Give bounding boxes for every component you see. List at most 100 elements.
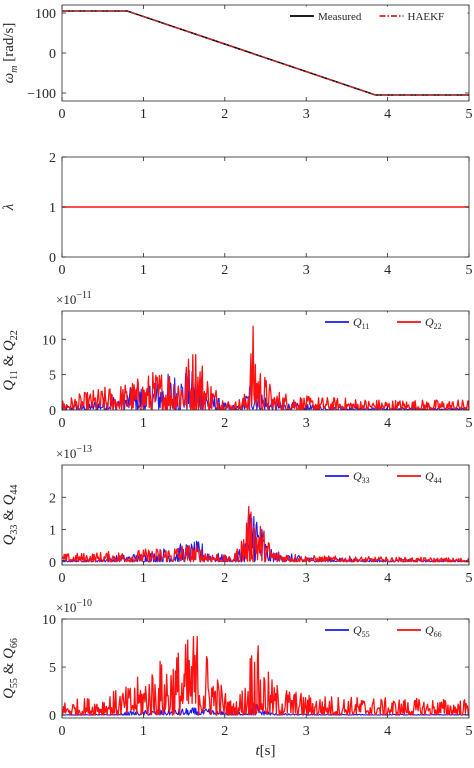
label-part: & <box>1 505 17 524</box>
x-tick-label: 3 <box>303 571 310 586</box>
y-axis-label: Q11 & Q22 <box>1 330 20 391</box>
data-layer <box>62 635 469 716</box>
label-part: 33 <box>362 476 370 485</box>
label-part: Q <box>353 469 362 483</box>
exponent-label: ×10−10 <box>56 598 92 615</box>
label-part: Q <box>425 623 434 637</box>
axes-box <box>61 310 470 411</box>
x-tick-label: 0 <box>59 416 66 431</box>
label-part: 11 <box>9 370 20 380</box>
x-tick-label: 0 <box>59 724 66 739</box>
exponent-label: ×10−13 <box>56 444 92 461</box>
label-part: Q <box>425 315 434 329</box>
y-tick-label: 5 <box>49 369 56 384</box>
legend: Q33 Q44 <box>322 466 468 486</box>
y-tick-label: 2 <box>49 151 56 166</box>
y-tick-label: 0 <box>49 251 56 266</box>
legend-label-q22: Q22 <box>425 315 442 331</box>
label-part: 44 <box>9 485 20 495</box>
label-part: & <box>1 351 17 370</box>
label-part: 22 <box>434 322 442 331</box>
label-part: ×10 <box>56 600 76 615</box>
y-tick-label: 0 <box>49 709 56 724</box>
legend-box <box>322 466 468 486</box>
label-part: Q <box>425 469 434 483</box>
exponent-label: ×10−11 <box>56 290 92 307</box>
x-tick-label: 5 <box>466 724 473 739</box>
label-part: Q <box>1 340 17 351</box>
x-tick-label: 4 <box>384 263 391 278</box>
label-part: λ <box>1 203 17 211</box>
legend: Q11 Q22 <box>322 312 468 332</box>
axes-box <box>61 464 470 566</box>
x-tick-label: 1 <box>140 416 147 431</box>
legend-label-q33: Q33 <box>353 469 370 485</box>
label-part: Q <box>1 494 17 505</box>
legend-label-q66: Q66 <box>425 623 442 639</box>
data-layer <box>62 10 469 96</box>
legend: Q55 Q66 <box>322 620 468 640</box>
x-tick-label: 2 <box>221 571 228 586</box>
panel-2: 0 1 2 3 4 5 0 1 2 λ <box>1 151 473 278</box>
legend: Measured HAEKF <box>287 6 468 26</box>
y-tick-label: 0 <box>49 47 56 62</box>
label-part: Q <box>1 688 17 699</box>
x-tick-label: 1 <box>140 107 147 122</box>
legend-label-q55: Q55 <box>353 623 370 639</box>
label-part: [rad/s] <box>1 23 17 66</box>
x-tick-label: 4 <box>384 107 391 122</box>
y-tick-label: −100 <box>27 87 56 102</box>
x-tick-label: 1 <box>140 724 147 739</box>
y-axis-label: Q33 & Q44 <box>1 485 20 546</box>
x-tick-label: 2 <box>221 107 228 122</box>
label-part: Q <box>1 534 17 545</box>
y-tick-label: 10 <box>42 613 56 628</box>
label-part: HAEKF <box>408 11 445 23</box>
x-tick-label: 3 <box>303 724 310 739</box>
y-tick-label: 1 <box>49 524 56 539</box>
y-tick-label: 5 <box>49 661 56 676</box>
label-part: ×10 <box>56 292 76 307</box>
label-part: 33 <box>9 525 20 535</box>
data-layer <box>62 505 469 563</box>
data-layer <box>62 325 469 410</box>
label-part: 55 <box>362 630 370 639</box>
x-axis-label: t[s] <box>256 743 276 759</box>
label-part: 66 <box>434 630 442 639</box>
label-part: ω <box>1 73 17 84</box>
legend-box <box>322 620 468 640</box>
x-tick-label: 2 <box>221 724 228 739</box>
x-tick-label: 3 <box>303 263 310 278</box>
x-tick-label: 0 <box>59 571 66 586</box>
x-tick-label: 3 <box>303 416 310 431</box>
label-part: 22 <box>9 330 20 340</box>
x-tick-label: 1 <box>140 263 147 278</box>
legend-label-q11: Q11 <box>353 315 369 331</box>
series-q55-line <box>62 701 469 716</box>
y-axis-label: Q55 & Q66 <box>1 638 20 699</box>
series-q66-line <box>62 635 469 716</box>
label-part: 66 <box>9 638 20 648</box>
x-tick-label: 1 <box>140 571 147 586</box>
y-tick-label: 10 <box>42 333 56 348</box>
series-q44-line <box>62 505 469 563</box>
y-tick-label: 0 <box>49 556 56 571</box>
x-tick-label: 5 <box>466 416 473 431</box>
series-haekf-line <box>62 10 469 96</box>
label-part: Q <box>353 623 362 637</box>
x-tick-label: 5 <box>466 263 473 278</box>
y-tick-label: 1 <box>49 201 56 216</box>
label-part: −13 <box>76 444 92 455</box>
label-part: & <box>1 659 17 678</box>
label-part: Q <box>1 380 17 391</box>
legend-box <box>322 312 468 332</box>
label-part: t <box>256 743 261 759</box>
label-part: m <box>9 66 20 73</box>
x-tick-label: 5 <box>466 107 473 122</box>
y-tick-label: 100 <box>35 7 56 22</box>
y-tick-label: 2 <box>49 491 56 506</box>
x-tick-label: 0 <box>59 263 66 278</box>
